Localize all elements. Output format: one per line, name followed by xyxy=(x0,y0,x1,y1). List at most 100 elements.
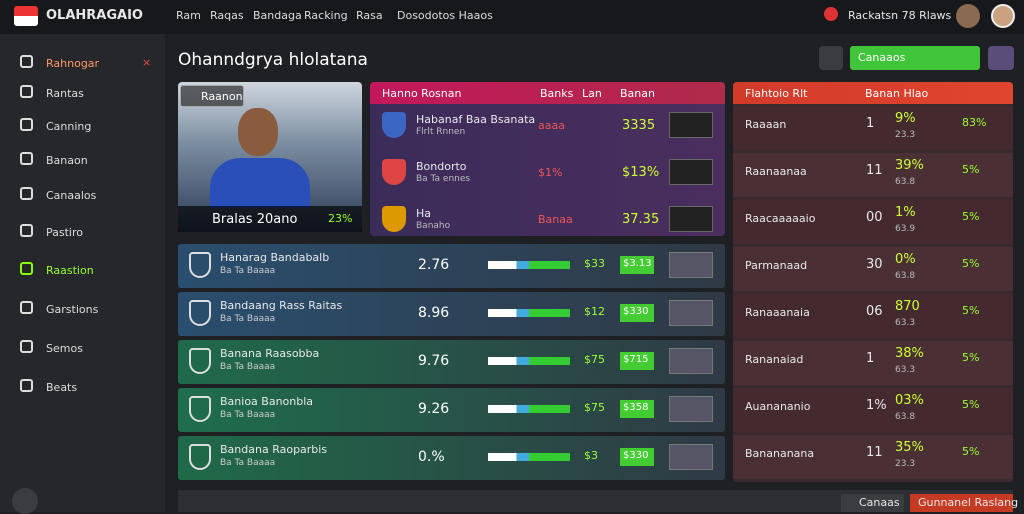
row-pct2: 5% xyxy=(962,257,980,270)
nav-link[interactable]: Racking xyxy=(304,9,348,22)
row-pct2: 5% xyxy=(962,163,980,176)
team-name: Hanarag Bandabalb xyxy=(220,251,330,264)
side-row[interactable] xyxy=(733,247,1013,291)
row-name: Rananaiad xyxy=(745,353,804,366)
action-btn[interactable]: Canaaos xyxy=(850,46,980,70)
thumb xyxy=(669,252,713,278)
row-num: 11 xyxy=(866,163,883,178)
logo xyxy=(14,6,38,26)
nav-link[interactable]: Bandaga xyxy=(253,9,302,22)
row-num: 1 xyxy=(866,116,875,131)
sidebar-item[interactable]: Beats xyxy=(46,381,78,394)
icon-btn[interactable] xyxy=(988,46,1014,70)
team-name: Bondorto xyxy=(416,160,467,173)
column-header[interactable]: Lan xyxy=(582,87,602,100)
tag: $358 xyxy=(620,400,654,418)
team-sub: Flrlt Rnnen xyxy=(416,127,466,137)
footer-bar xyxy=(178,490,1013,512)
sidebar-icon[interactable] xyxy=(20,85,33,98)
sidebar-item[interactable]: Canaalos xyxy=(46,189,97,202)
side-row[interactable] xyxy=(733,294,1013,338)
top-nav xyxy=(0,0,1024,34)
nav-link[interactable]: Rasa xyxy=(356,9,383,22)
nav-link[interactable]: Raqas xyxy=(210,9,244,22)
team-name: Bandaang Rass Raitas xyxy=(220,299,343,312)
sidebar-icon[interactable] xyxy=(20,118,33,131)
thumb xyxy=(669,444,713,470)
row-name: Raaaan xyxy=(745,118,787,131)
score: 3335 xyxy=(622,118,656,133)
collapse-btn[interactable] xyxy=(12,488,38,514)
player-footer xyxy=(178,206,362,232)
sidebar-item[interactable]: Rantas xyxy=(46,87,84,100)
team-badge xyxy=(189,348,211,374)
sidebar-item[interactable]: Rahnogar xyxy=(46,57,100,70)
row-num: 30 xyxy=(866,257,883,272)
team-badge xyxy=(382,112,406,138)
column-header[interactable]: Banan xyxy=(620,87,655,100)
sidebar-icon[interactable] xyxy=(20,187,33,200)
team-sub: Ba Ta Baaaa xyxy=(220,314,276,324)
column-header[interactable]: Hanno Rosnan xyxy=(382,87,462,100)
team-badge xyxy=(189,252,211,278)
row-sub: 63.8 xyxy=(895,271,916,281)
odds: 8.96 xyxy=(418,305,450,321)
sidebar-icon[interactable] xyxy=(20,301,33,314)
sidebar-icon[interactable] xyxy=(20,262,33,275)
sidebar-item[interactable]: Raastion xyxy=(46,264,94,277)
side-row[interactable] xyxy=(733,106,1013,150)
sidebar-item[interactable]: Canning xyxy=(46,120,92,133)
footer-btn[interactable]: Gunnanel Raslang xyxy=(910,494,1018,512)
row-pct2: 5% xyxy=(962,210,980,223)
side-row[interactable] xyxy=(733,341,1013,385)
row-sub: 23.3 xyxy=(895,459,916,469)
sidebar-item[interactable]: Banaon xyxy=(46,154,88,167)
nav-link[interactable]: Ram xyxy=(176,9,201,22)
avatar xyxy=(991,4,1015,28)
odds: 9.76 xyxy=(418,353,450,369)
progress-bar xyxy=(488,453,570,461)
column-header[interactable]: Flahtoio Rlt xyxy=(745,87,808,100)
row-pct2: 5% xyxy=(962,398,980,411)
side-row[interactable] xyxy=(733,388,1013,432)
team-name: Ha xyxy=(416,207,432,220)
sidebar-item[interactable]: Semos xyxy=(46,342,83,355)
row-pct: 39% xyxy=(895,158,924,173)
side-row[interactable] xyxy=(733,200,1013,244)
team-name: Banioa Banonbla xyxy=(220,395,314,408)
odds: 0.% xyxy=(418,449,445,465)
sidebar-icon[interactable] xyxy=(20,55,33,68)
thumb xyxy=(669,396,713,422)
column-header[interactable]: Banan Hlao xyxy=(865,87,929,100)
sidebar-item[interactable]: Pastiro xyxy=(46,226,83,239)
team-sub: Ba Ta Baaaa xyxy=(220,266,276,276)
sidebar-icon[interactable] xyxy=(20,224,33,237)
row-num: 11 xyxy=(866,445,883,460)
row-num: 1 xyxy=(866,351,875,366)
side-row[interactable] xyxy=(733,153,1013,197)
row-pct: 0% xyxy=(895,252,916,267)
score: $13% xyxy=(622,165,660,180)
sidebar-item[interactable]: Garstions xyxy=(46,303,99,316)
icon-btn[interactable] xyxy=(819,46,843,70)
tag: $330 xyxy=(620,448,654,466)
close-icon[interactable]: × xyxy=(142,56,152,69)
score: 37.35 xyxy=(622,212,660,227)
brand[interactable]: OLAHRAGAIO xyxy=(46,8,143,23)
row-pct: 35% xyxy=(895,440,924,455)
player-body xyxy=(210,158,310,208)
sidebar-icon[interactable] xyxy=(20,379,33,392)
sidebar-icon[interactable] xyxy=(20,152,33,165)
row-pct: 03% xyxy=(895,393,924,408)
nav-link[interactable]: Dosodotos Haaos xyxy=(397,9,493,22)
team-sub: Ba Ta Baaaa xyxy=(220,362,276,372)
footer-btn[interactable]: Canaas xyxy=(841,494,904,512)
progress-bar xyxy=(488,405,570,413)
row-pct: 9% xyxy=(895,111,916,126)
column-header[interactable]: Banks xyxy=(540,87,574,100)
sidebar-icon[interactable] xyxy=(20,340,33,353)
row-pct: 1% xyxy=(895,205,916,220)
user-info[interactable]: Rackatsn 78 Rlaws xyxy=(848,9,952,22)
row-num: 1% xyxy=(866,398,887,413)
side-row[interactable] xyxy=(733,435,1013,479)
